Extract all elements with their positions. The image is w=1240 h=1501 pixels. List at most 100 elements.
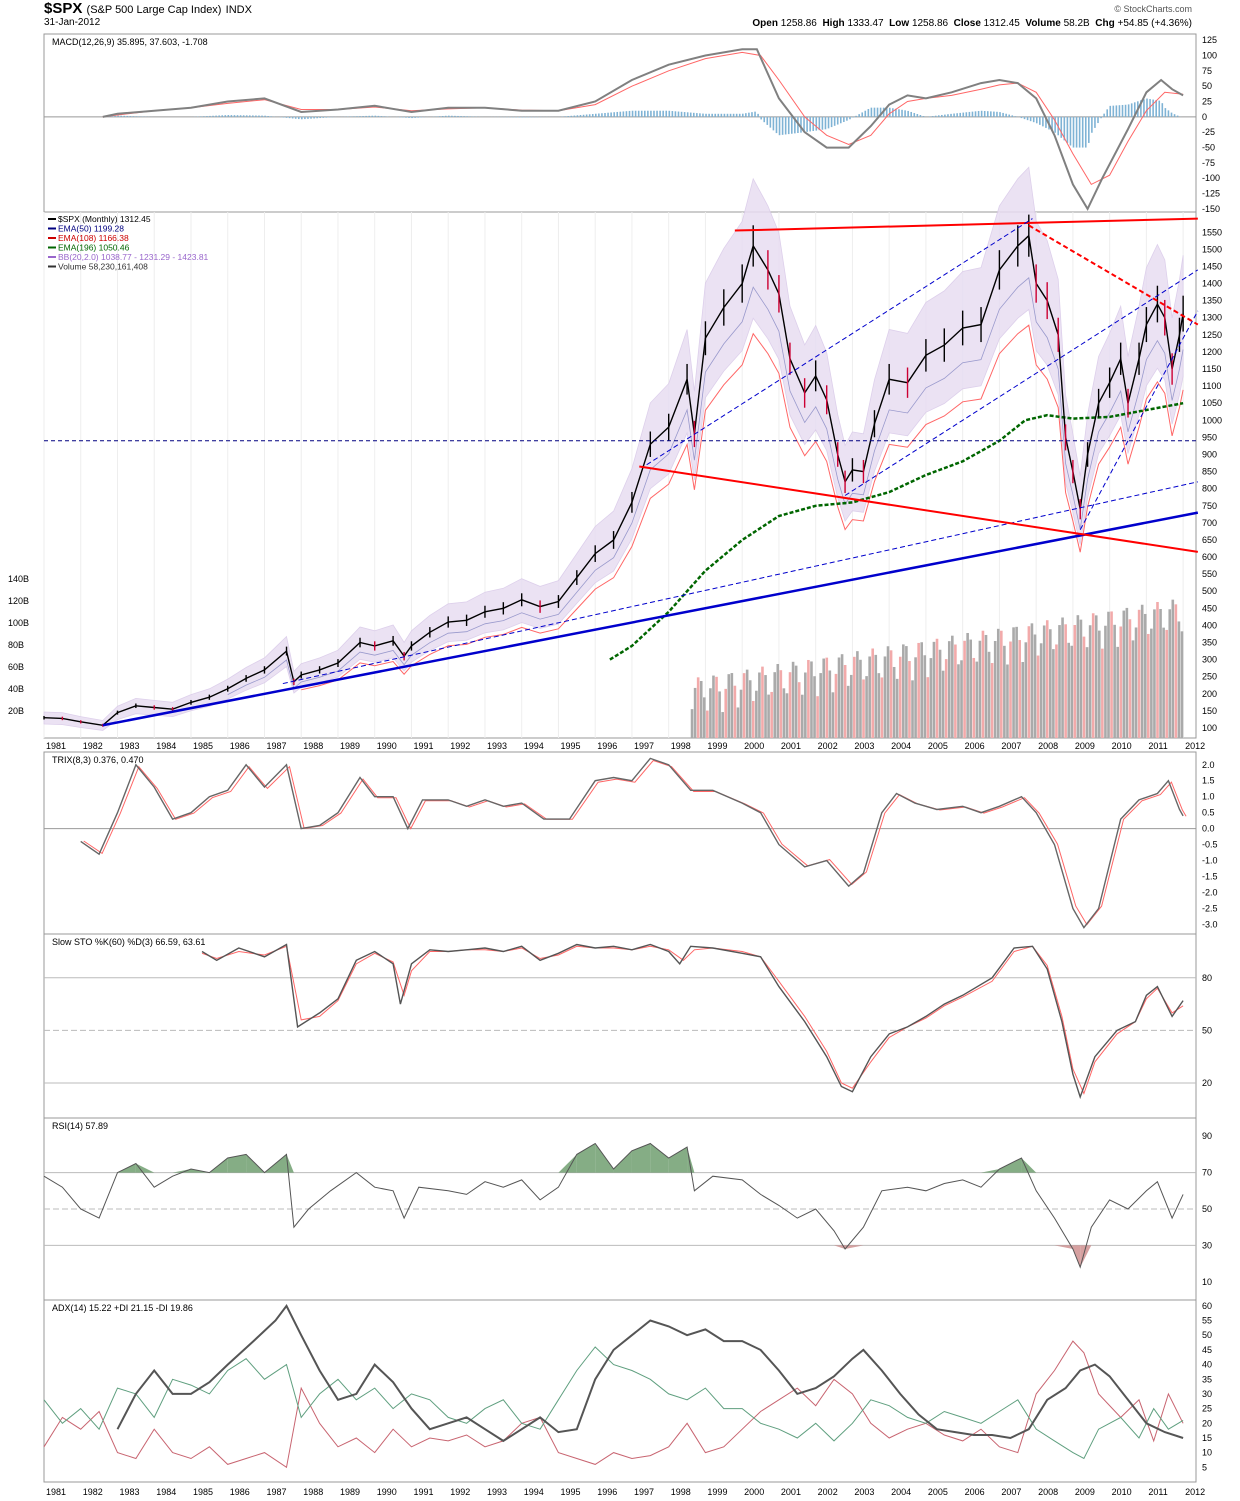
rsi-overbought-fill xyxy=(558,1154,577,1173)
sto-y-tick: 20 xyxy=(1202,1078,1212,1088)
volume-bar xyxy=(748,680,752,738)
volume-bar xyxy=(782,688,786,738)
volume-bar xyxy=(1088,625,1092,738)
x-axis-year-label: 2010 xyxy=(1112,741,1132,751)
price-y-tick: 1100 xyxy=(1202,381,1221,391)
volume-bar xyxy=(1174,604,1178,738)
volume-bar xyxy=(877,673,881,738)
x-axis-year-label: 2011 xyxy=(1148,741,1167,751)
adx-y-tick: 25 xyxy=(1202,1404,1212,1414)
x-axis-year-label-bottom: 2012 xyxy=(1185,1487,1205,1497)
rsi-oversold-fill xyxy=(845,1245,864,1250)
volume-bar xyxy=(981,630,985,738)
price-y-tick: 1250 xyxy=(1202,330,1222,340)
sto-d-line xyxy=(201,945,1184,1095)
macd-y-tick: -100 xyxy=(1202,173,1220,183)
rsi-overbought-fill xyxy=(999,1158,1022,1173)
x-axis-year-label-bottom: 2001 xyxy=(781,1487,801,1497)
price-y-tick: 1000 xyxy=(1202,415,1222,425)
volume-bar xyxy=(902,644,905,738)
trix-y-tick: -1.5 xyxy=(1202,872,1218,882)
rsi-overbought-fill xyxy=(631,1143,651,1173)
trix-y-tick: -2.5 xyxy=(1202,903,1218,913)
x-axis-year-label-bottom: 1991 xyxy=(413,1487,433,1497)
adx-panel-frame xyxy=(43,1299,1197,1483)
x-axis-year-label: 1997 xyxy=(634,741,654,751)
volume-bar xyxy=(1147,633,1150,738)
volume-bar xyxy=(849,674,853,738)
volume-bar xyxy=(819,673,822,738)
price-y-tick: 400 xyxy=(1202,620,1217,630)
price-y-tick: 1500 xyxy=(1202,244,1222,254)
volume-bar xyxy=(715,676,718,738)
trix-line xyxy=(80,757,1184,929)
rsi-overbought-fill xyxy=(227,1154,247,1173)
x-axis-year-label: 1982 xyxy=(83,741,103,751)
rsi-overbought-fill xyxy=(576,1143,596,1173)
volume-bar xyxy=(1177,621,1181,738)
volume-bar xyxy=(972,657,976,738)
bollinger-band xyxy=(43,166,1184,731)
volume-bar xyxy=(941,670,945,738)
rsi-y-tick: 50 xyxy=(1202,1204,1212,1214)
volume-bar xyxy=(816,696,819,738)
x-axis-year-label: 2004 xyxy=(891,741,911,751)
x-axis-year-label: 2007 xyxy=(1001,741,1021,751)
volume-bar xyxy=(1030,623,1034,738)
volume-bar xyxy=(712,675,715,738)
price-y-tick: 900 xyxy=(1202,449,1217,459)
trendline xyxy=(734,217,1198,232)
sto-panel-frame xyxy=(43,933,1197,1119)
volume-y-tick: 140B xyxy=(8,574,29,584)
price-y-tick: 1550 xyxy=(1202,227,1222,237)
volume-bar xyxy=(1006,664,1009,738)
x-axis-year-label: 2000 xyxy=(744,741,764,751)
sto-legend: Slow STO %K(60) %D(3) 66.59, 63.61 xyxy=(52,937,205,947)
ema50-line xyxy=(227,277,1184,695)
rsi-overbought-fill xyxy=(1021,1158,1037,1173)
x-axis-year-label-bottom: 1995 xyxy=(560,1487,580,1497)
volume-bar xyxy=(923,655,927,738)
volume-bar xyxy=(987,651,991,738)
price-legend-entry: EMA(50) 1199.28 xyxy=(58,224,124,234)
volume-bar xyxy=(1156,602,1159,738)
volume-bar xyxy=(1165,629,1168,738)
price-y-tick: 1200 xyxy=(1202,347,1222,357)
volume-bar xyxy=(889,650,893,738)
x-axis-year-label-bottom: 2011 xyxy=(1148,1487,1167,1497)
price-y-tick: 650 xyxy=(1202,535,1217,545)
volume-bar xyxy=(1101,648,1104,738)
price-legend-entry: $SPX (Monthly) 1312.45 xyxy=(58,214,151,224)
volume-bar xyxy=(736,707,740,738)
price-y-tick: 350 xyxy=(1202,638,1217,648)
x-axis-year-label: 1983 xyxy=(119,741,139,751)
volume-bar xyxy=(1076,615,1080,738)
volume-bar xyxy=(1091,613,1095,738)
rsi-y-tick: 70 xyxy=(1202,1168,1212,1178)
price-y-tick: 100 xyxy=(1202,723,1217,733)
volume-bar xyxy=(788,672,792,738)
x-axis-year-label-bottom: 2007 xyxy=(1001,1487,1021,1497)
ticker-text: $SPX xyxy=(44,0,83,17)
price-y-tick: 1050 xyxy=(1202,398,1222,408)
volume-bar xyxy=(1110,611,1113,738)
ohlc-summary: Open 1258.86 High 1333.47 Low 1258.86 Cl… xyxy=(752,18,1192,29)
x-axis-year-label: 2006 xyxy=(965,741,985,751)
volume-bar xyxy=(996,628,1000,738)
price-legend-entry: BB(20,2.0) 1038.77 - 1231.29 - 1423.81 xyxy=(58,252,209,262)
volume-bar xyxy=(954,644,957,738)
price-y-tick: 1400 xyxy=(1202,279,1222,289)
volume-bar xyxy=(1042,625,1046,738)
adx-y-tick: 35 xyxy=(1202,1374,1212,1384)
price-y-tick: 700 xyxy=(1202,518,1217,528)
macd-y-tick: 0 xyxy=(1202,112,1207,122)
low-label: Low xyxy=(889,18,910,29)
volume-bar xyxy=(813,676,816,738)
adx-y-tick: 40 xyxy=(1202,1360,1212,1370)
x-axis-year-label: 1999 xyxy=(707,741,727,751)
x-axis-year-label-bottom: 1990 xyxy=(377,1487,397,1497)
volume-bar xyxy=(960,660,963,738)
x-axis-year-label-bottom: 1986 xyxy=(230,1487,250,1497)
x-axis-year-label-bottom: 1984 xyxy=(156,1487,176,1497)
volume-bar xyxy=(963,640,966,738)
